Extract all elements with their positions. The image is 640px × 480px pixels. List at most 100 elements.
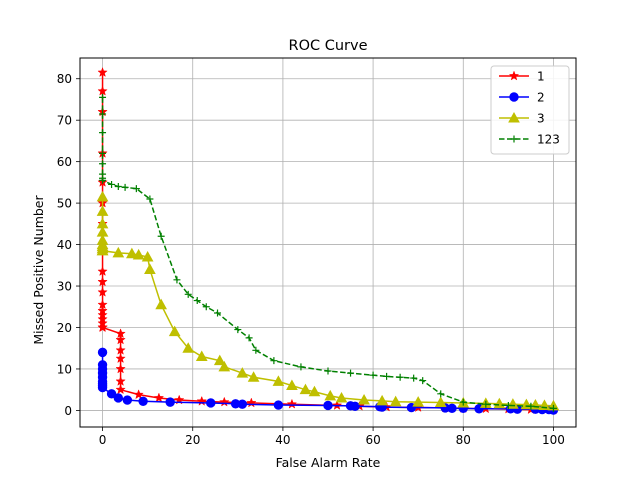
- data-point-triangle: [112, 246, 125, 258]
- data-point-star: [115, 384, 126, 395]
- data-point-star: [508, 70, 520, 81]
- chart-title: ROC Curve: [289, 38, 368, 54]
- data-point-plus: [347, 369, 355, 377]
- data-point-plus: [99, 176, 107, 184]
- data-point-triangle: [508, 111, 520, 123]
- data-point-triangle: [412, 396, 425, 407]
- data-point-triangle: [286, 379, 298, 391]
- y-tick-label: 50: [57, 197, 72, 211]
- data-point-triangle: [96, 190, 109, 202]
- data-point-circle: [113, 393, 124, 403]
- data-point-star: [286, 398, 298, 409]
- data-point-triangle: [155, 298, 168, 310]
- data-point-star: [115, 375, 126, 386]
- data-point-plus: [157, 232, 165, 240]
- x-tick-label: 80: [456, 433, 471, 447]
- y-tick-label: 60: [57, 155, 72, 169]
- x-tick-label: 60: [365, 433, 380, 447]
- data-point-plus: [214, 309, 222, 317]
- data-point-triangle: [195, 350, 208, 362]
- x-tick-label: 20: [185, 433, 200, 447]
- y-tick-label: 10: [57, 362, 72, 376]
- legend-label: 2: [537, 91, 545, 105]
- data-point-triangle: [168, 325, 181, 337]
- data-point-circle: [138, 396, 148, 406]
- x-tick-label: 100: [542, 433, 565, 447]
- data-point-star: [97, 286, 108, 297]
- data-point-plus: [252, 346, 260, 354]
- data-point-triangle: [247, 371, 260, 382]
- data-point-circle: [447, 403, 457, 414]
- data-point-star: [115, 344, 126, 355]
- data-point-plus: [482, 400, 490, 408]
- data-point-plus: [146, 195, 154, 203]
- data-point-plus: [297, 363, 305, 371]
- data-point-triangle: [182, 342, 195, 353]
- data-point-triangle: [96, 205, 109, 216]
- data-point-plus: [419, 377, 427, 385]
- y-tick-label: 20: [57, 321, 72, 335]
- data-point-plus: [121, 183, 129, 191]
- data-point-plus: [437, 390, 445, 398]
- data-point-plus: [234, 326, 242, 334]
- legend-label: 3: [537, 112, 545, 126]
- data-point-plus: [99, 93, 107, 101]
- data-point-star: [153, 392, 165, 403]
- data-point-triangle: [434, 396, 447, 408]
- data-point-star: [97, 321, 108, 332]
- data-point-triangle: [144, 263, 156, 274]
- data-point-plus: [99, 149, 107, 157]
- data-point-triangle: [126, 247, 138, 259]
- legend-item-123: 123: [499, 133, 560, 147]
- data-point-circle: [165, 397, 175, 407]
- data-point-plus: [245, 334, 253, 342]
- data-point-plus: [114, 183, 122, 191]
- data-point-plus: [324, 367, 332, 375]
- data-point-star: [97, 85, 108, 96]
- data-point-plus: [99, 160, 107, 168]
- grid-lines: [80, 58, 576, 427]
- data-point-triangle: [141, 250, 154, 262]
- y-tick-label: 80: [57, 72, 72, 86]
- y-tick-label: 70: [57, 114, 72, 128]
- data-point-plus: [459, 398, 467, 406]
- data-point-circle: [350, 401, 360, 411]
- data-point-star: [133, 389, 144, 400]
- data-point-triangle: [299, 383, 312, 395]
- data-point-circle: [237, 399, 248, 409]
- data-point-plus: [193, 297, 201, 305]
- data-point-star: [115, 363, 126, 374]
- data-point-star: [115, 334, 126, 345]
- data-point-triangle: [358, 394, 370, 405]
- data-point-plus: [99, 129, 107, 137]
- data-point-triangle: [132, 248, 145, 260]
- data-point-star: [115, 353, 126, 364]
- data-point-triangle: [376, 394, 388, 406]
- data-point-triangle: [389, 395, 402, 407]
- data-point-plus: [202, 303, 210, 311]
- data-point-plus: [504, 401, 512, 409]
- legend-label: 123: [537, 133, 560, 147]
- data-point-star: [97, 66, 108, 77]
- data-point-circle: [273, 400, 284, 410]
- data-point-plus: [108, 180, 116, 188]
- data-point-triangle: [335, 391, 348, 403]
- y-axis-ticks: 0 10 20 30 40 50 60 70 80: [57, 72, 80, 418]
- data-point-circle: [323, 400, 333, 411]
- x-tick-label: 40: [275, 433, 290, 447]
- data-point-plus: [270, 357, 278, 365]
- data-point-circle: [106, 389, 117, 399]
- data-point-plus: [396, 373, 404, 381]
- data-point-plus: [99, 110, 107, 118]
- data-point-star: [97, 265, 108, 276]
- data-point-triangle: [272, 375, 285, 386]
- data-point-circle: [122, 395, 133, 405]
- data-point-star: [97, 276, 108, 287]
- legend-item-2: 2: [499, 91, 545, 105]
- x-axis-label: False Alarm Rate: [276, 455, 381, 470]
- y-tick-label: 0: [64, 404, 72, 418]
- legend-box: [490, 65, 570, 155]
- data-point-plus: [132, 185, 140, 193]
